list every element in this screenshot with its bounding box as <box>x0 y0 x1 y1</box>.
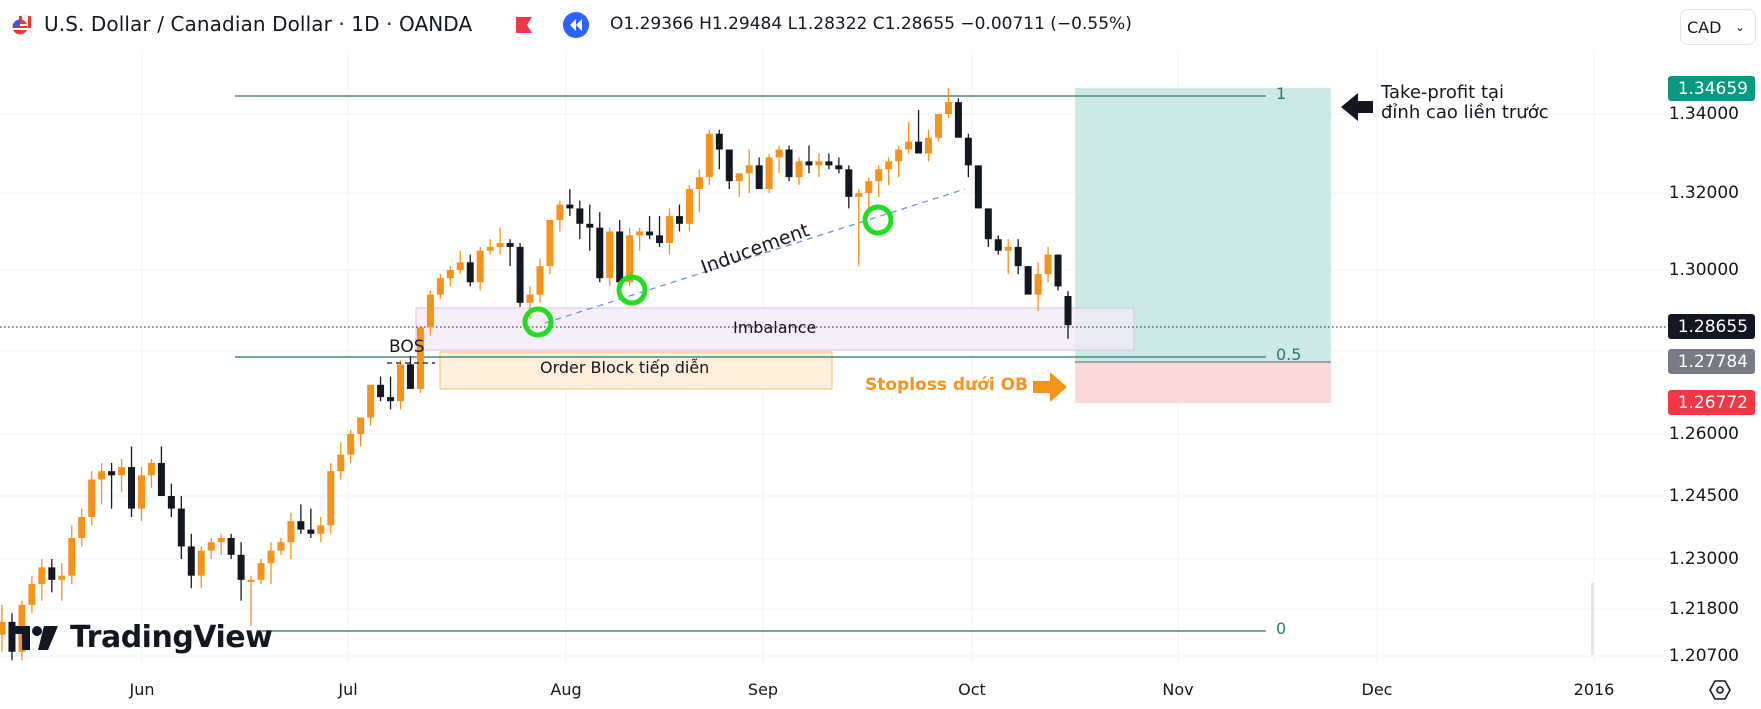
tradingview-logo-icon <box>12 625 58 650</box>
time-axis-label: Aug <box>550 680 582 699</box>
ohlc-low: L1.28322 <box>787 14 868 34</box>
price-axis-label: 1.34000 <box>1668 104 1739 124</box>
inducement-point-2 <box>616 274 648 306</box>
fib-label-0.5: 0.5 <box>1276 345 1302 364</box>
settings-icon[interactable] <box>1708 678 1732 702</box>
fib-label-1: 1 <box>1276 84 1287 103</box>
entry-price-tag: 1.27784 <box>1668 349 1755 374</box>
time-axis-label: Dec <box>1361 680 1393 699</box>
bos-label: BOS <box>389 337 425 357</box>
time-axis-label: Jun <box>129 680 155 699</box>
tradingview-wordmark: TradingView <box>70 620 273 655</box>
order-block-label: Order Block tiếp diễn <box>540 358 710 377</box>
symbol-title[interactable]: U.S. Dollar / Canadian Dollar · 1D · OAN… <box>44 12 473 36</box>
gridlines <box>0 50 1668 665</box>
currency-selector[interactable]: CAD ⌄ <box>1680 9 1756 45</box>
price-axis-label: 1.30000 <box>1668 260 1739 280</box>
scroll-handle[interactable] <box>1591 583 1594 655</box>
us-canada-flag-icon <box>12 14 33 35</box>
replay-button[interactable] <box>563 12 589 38</box>
price-axis-label: 1.21800 <box>1668 599 1739 619</box>
arrow-right-icon <box>1033 372 1067 402</box>
ohlc-open: O1.29366 <box>610 14 694 34</box>
time-axis-label: Nov <box>1162 680 1194 699</box>
take-profit-note-line1: Take-profit tại <box>1381 82 1505 103</box>
chevron-down-icon: ⌄ <box>1734 20 1745 34</box>
currency-label: CAD <box>1687 17 1722 37</box>
time-axis-label: Jul <box>338 680 358 699</box>
take-profit-note: Take-profit tại đỉnh cao liền trước <box>1381 83 1549 123</box>
ohlc-close: C1.28655 <box>872 14 955 34</box>
inducement-point-1 <box>522 306 554 338</box>
time-axis-label: Oct <box>958 680 986 699</box>
price-axis-label: 1.26000 <box>1668 424 1739 444</box>
arrow-left-icon <box>1341 93 1373 121</box>
imbalance-zone[interactable] <box>415 307 1135 351</box>
rewind-icon <box>570 19 582 31</box>
tradingview-logo[interactable]: TradingView <box>12 620 273 655</box>
inducement-line <box>544 188 966 324</box>
loss-zone[interactable] <box>1075 362 1331 403</box>
price-axis-label: 1.24500 <box>1668 486 1739 506</box>
ohlc-values: O1.29366 H1.29484 L1.28322 C1.28655 −0.0… <box>610 14 1132 34</box>
fib-label-0: 0 <box>1276 619 1287 638</box>
time-axis-label: 2016 <box>1573 680 1615 699</box>
ohlc-high: H1.29484 <box>699 14 783 34</box>
ohlc-change: −0.00711 (−0.55%) <box>960 14 1132 34</box>
imbalance-label: Imbalance <box>733 318 817 337</box>
price-axis-label: 1.23000 <box>1668 549 1739 569</box>
order-block-zone[interactable] <box>439 351 833 390</box>
candlesticks <box>0 87 1072 661</box>
inducement-point-3 <box>862 204 894 236</box>
chart-header: U.S. Dollar / Canadian Dollar · 1D · OAN… <box>0 0 1761 50</box>
take-profit-note-line2: đỉnh cao liền trước <box>1381 102 1549 123</box>
stop-loss-price-tag: 1.26772 <box>1668 390 1755 415</box>
red-bookmark-icon[interactable] <box>515 16 533 34</box>
take-profit-price-tag: 1.34659 <box>1668 76 1755 101</box>
stoploss-note: Stoploss dưới OB <box>865 375 1028 395</box>
price-axis-label: 1.20700 <box>1668 646 1739 666</box>
time-axis-label: Sep <box>747 680 779 699</box>
last-price-tag: 1.28655 <box>1668 314 1755 339</box>
price-axis-label: 1.32000 <box>1668 183 1739 203</box>
